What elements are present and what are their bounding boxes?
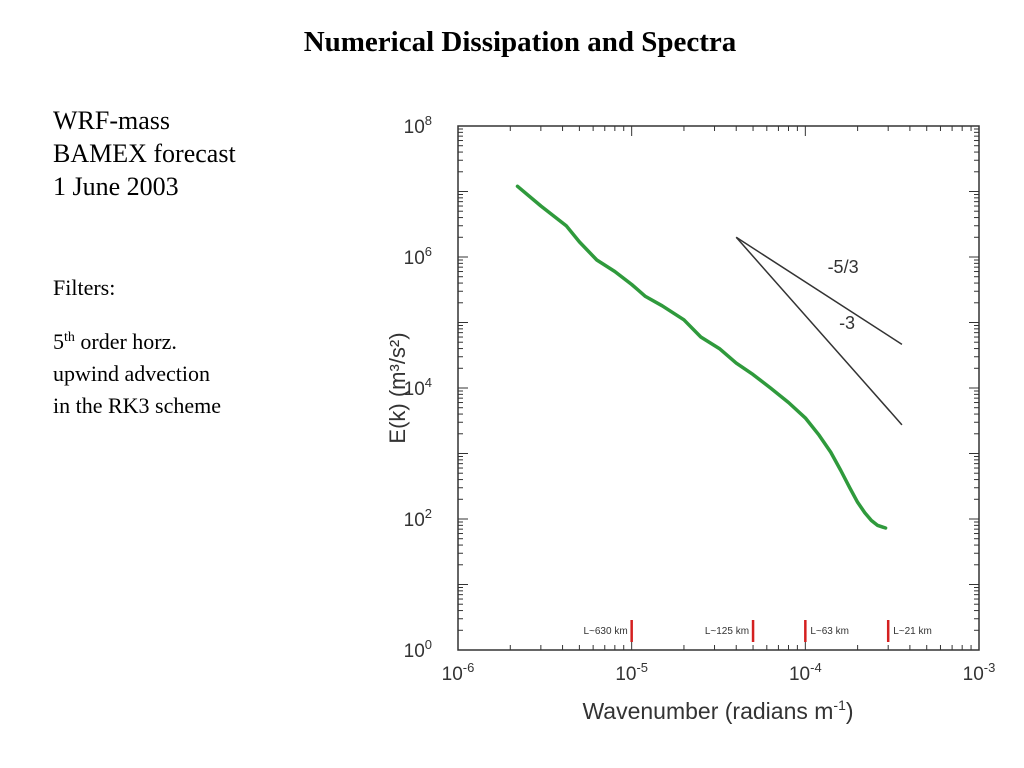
reference-line-label: -3 [839,313,855,333]
filter-line-scheme: in the RK3 scheme [53,393,222,418]
x-tick-label: 10-3 [963,660,996,685]
desc-line-forecast: BAMEX forecast [53,139,236,168]
forecast-description: WRF-mass BAMEX forecast 1 June 2003 [53,104,236,203]
scale-markers: L~630 km L~125 km L~63 km L~21 km [583,620,932,642]
scale-marker-label: L~630 km [583,626,627,637]
reference-line [735,236,903,345]
slide-title: Numerical Dissipation and Spectra [303,26,737,58]
y-tick-label: 102 [404,506,432,531]
scale-marker-label: L~63 km [810,626,849,637]
x-axis-label: Wavenumber (radians m-1) [582,697,853,724]
desc-line-model: WRF-mass [53,106,170,135]
filters-description: Filters: 5th order horz. upwind advectio… [53,272,221,422]
desc-line-date: 1 June 2003 [53,172,179,201]
scale-marker-label: L~125 km [705,626,749,637]
plot-frame [457,125,980,651]
x-tick-label: 10-4 [789,660,822,685]
x-tick-label: 10-6 [442,660,475,685]
reference-line-label: -5/3 [828,257,859,277]
filters-label: Filters: [53,275,116,300]
x-axis-label-end: ) [846,698,854,724]
y-tick-label: 100 [404,637,432,662]
x-tick-labels: 10-6 10-5 10-4 10-3 [442,660,996,685]
spectrum-line [515,184,888,530]
x-tick-label: 10-5 [615,660,648,685]
reference-line [735,236,903,426]
axis-ticks [457,126,979,651]
y-tick-label: 106 [404,244,432,269]
filter-order-number: 5 [53,329,64,354]
filter-order-rest: order horz. [74,329,177,354]
y-tick-label: 104 [404,375,432,400]
x-axis-label-sup: -1 [833,697,846,713]
y-tick-labels: 100 102 104 106 108 [404,113,432,662]
filter-line-advection: upwind advection [53,361,211,386]
y-tick-label: 108 [404,113,432,138]
scale-marker-label: L~21 km [893,626,932,637]
spectrum-series [515,184,888,530]
reference-slopes: -5/3 -3 [735,236,903,426]
filter-order-line: 5th order horz. [53,326,221,358]
filter-order-sup: th [64,330,75,345]
y-axis-label: E(k) (m³/s²) [385,332,410,443]
